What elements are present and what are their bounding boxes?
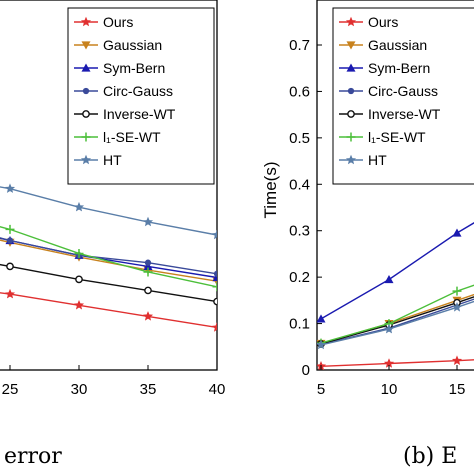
left-series-5-point-3 — [143, 267, 153, 277]
right-legend-label-3: Circ-Gauss — [368, 83, 438, 99]
left-series-4-point-2 — [75, 275, 83, 284]
right-y-tick-label-1: 0.1 — [289, 316, 310, 333]
right-series-2-point-0 — [317, 314, 326, 323]
left-x-tick-label-3: 40 — [209, 381, 226, 398]
right-x-tick-label-0: 5 — [317, 381, 325, 398]
left-legend-box — [67, 7, 215, 185]
right-legend-marker-0 — [345, 16, 357, 27]
left-series-4-point-1 — [6, 262, 14, 271]
left-series-2-point-3 — [143, 261, 153, 270]
right-legend: Ours Gaussian Sym-Bern Circ-Gauss Inverse-WT… — [332, 7, 474, 185]
left-legend-label-2: Sym-Bern — [103, 60, 165, 76]
right-chart: 5 10 15 0 0.1 0.2 0.3 0.4 0.5 0.6 0.7 Ours Gaussian… — [261, 0, 474, 469]
left-caption: error — [4, 444, 62, 469]
right-series-5-point-2 — [452, 286, 462, 296]
right-series-line-0 — [320, 359, 474, 367]
right-y-tick-label-5: 0.5 — [289, 130, 310, 147]
right-x-tick-label-1: 10 — [381, 381, 398, 398]
left-series-0-point-2 — [73, 300, 85, 310]
left-legend-marker-4 — [82, 110, 90, 118]
left-series-6-point-1 — [4, 183, 16, 193]
left-series-3-point-1 — [6, 237, 14, 244]
right-legend-marker-5 — [346, 132, 356, 142]
left-legend-label-3: Circ-Gauss — [103, 83, 173, 99]
right-legend-box — [332, 7, 474, 185]
right-series-line-5 — [320, 284, 474, 344]
left-legend-label-5: l₁-SE-WT — [103, 129, 161, 145]
left-series-6-point-2 — [73, 201, 85, 212]
right-caption: (b) E — [403, 444, 457, 469]
right-legend-marker-4 — [347, 110, 355, 118]
right-x-tick-label-2: 15 — [449, 381, 466, 398]
right-y-tick-label-2: 0.2 — [289, 269, 310, 286]
left-legend-marker-2 — [81, 63, 91, 72]
left-series-line-6 — [0, 186, 217, 236]
left-series-line-1 — [0, 239, 217, 282]
right-legend-marker-6 — [345, 154, 357, 165]
right-series-2-point-1 — [384, 274, 394, 284]
left-series-5-point-4 — [212, 282, 217, 292]
right-tick-labels: 5 10 15 0 0.1 0.2 0.3 0.4 0.5 0.6 0.7 — [289, 37, 465, 398]
right-series-6-point-0 — [317, 339, 327, 350]
right-series-line-4 — [320, 296, 474, 345]
right-series-0-point-2 — [451, 355, 463, 366]
left-series-6-point-4 — [211, 229, 217, 240]
left-x-tick-label-0: 25 — [2, 381, 19, 398]
left-series-5-point-2 — [74, 248, 84, 258]
left-legend-label-0: Ours — [103, 14, 133, 30]
left-legend-label-1: Gaussian — [103, 37, 162, 53]
right-series-2-point-2 — [452, 228, 462, 237]
left-legend-marker-6 — [80, 154, 92, 165]
left-series-group — [0, 183, 217, 332]
right-series-group — [317, 222, 474, 370]
left-legend-marker-0 — [80, 16, 92, 27]
left-series-line-3 — [0, 237, 217, 275]
left-legend: Ours Gaussian Sym-Bern Circ-Gauss Inverse-WT… — [67, 7, 215, 185]
left-legend-label-6: HT — [103, 152, 122, 168]
left-series-0-point-4 — [211, 322, 217, 332]
left-plot-frame — [0, 0, 218, 371]
left-chart: 25 30 35 40 Ours Gaussian Sym-Bern Circ-Gauss I… — [0, 0, 225, 469]
left-series-0-point-1 — [4, 288, 16, 299]
right-plot-frame — [316, 0, 474, 371]
left-series-line-0 — [0, 292, 217, 329]
left-series-4-point-3 — [144, 286, 152, 295]
left-series-6-point-3 — [142, 216, 154, 227]
left-series-2-point-4 — [212, 273, 217, 282]
right-legend-label-6: HT — [368, 152, 387, 168]
left-series-3-point-3 — [144, 259, 152, 266]
left-series-3-point-4 — [213, 270, 217, 277]
right-legend-label-0: Ours — [368, 14, 398, 30]
right-y-axis-label: Time(s) — [261, 162, 280, 219]
right-series-6-point-2 — [451, 302, 463, 312]
right-series-6-point-1 — [383, 323, 395, 334]
right-y-tick-label-4: 0.4 — [289, 176, 310, 193]
right-series-line-6 — [320, 300, 474, 346]
right-y-tick-label-7: 0.7 — [289, 37, 310, 54]
left-legend-marker-1 — [81, 41, 91, 50]
right-series-line-2 — [320, 222, 474, 320]
left-tick-labels: 25 30 35 40 — [2, 365, 226, 398]
right-series-line-1 — [320, 293, 474, 345]
right-legend-marker-2 — [346, 63, 356, 72]
left-legend-marker-5 — [81, 132, 91, 142]
left-x-tick-label-2: 35 — [140, 381, 157, 398]
right-legend-marker-1 — [346, 41, 356, 50]
left-legend-marker-3 — [82, 87, 90, 95]
right-legend-label-1: Gaussian — [368, 37, 427, 53]
right-y-tick-label-6: 0.6 — [289, 83, 310, 100]
left-x-tick-label-1: 30 — [71, 381, 88, 398]
right-y-tick-label-0: 0 — [302, 362, 310, 379]
right-legend-label-4: Inverse-WT — [368, 106, 441, 122]
left-series-5-point-1 — [5, 224, 15, 234]
right-legend-label-5: l₁-SE-WT — [368, 129, 426, 145]
left-legend-label-4: Inverse-WT — [103, 106, 176, 122]
left-series-0-point-3 — [142, 311, 154, 321]
right-legend-marker-3 — [347, 87, 355, 95]
left-series-4-point-4 — [213, 297, 217, 306]
right-legend-label-2: Sym-Bern — [368, 60, 430, 76]
right-y-tick-label-3: 0.3 — [289, 223, 310, 240]
